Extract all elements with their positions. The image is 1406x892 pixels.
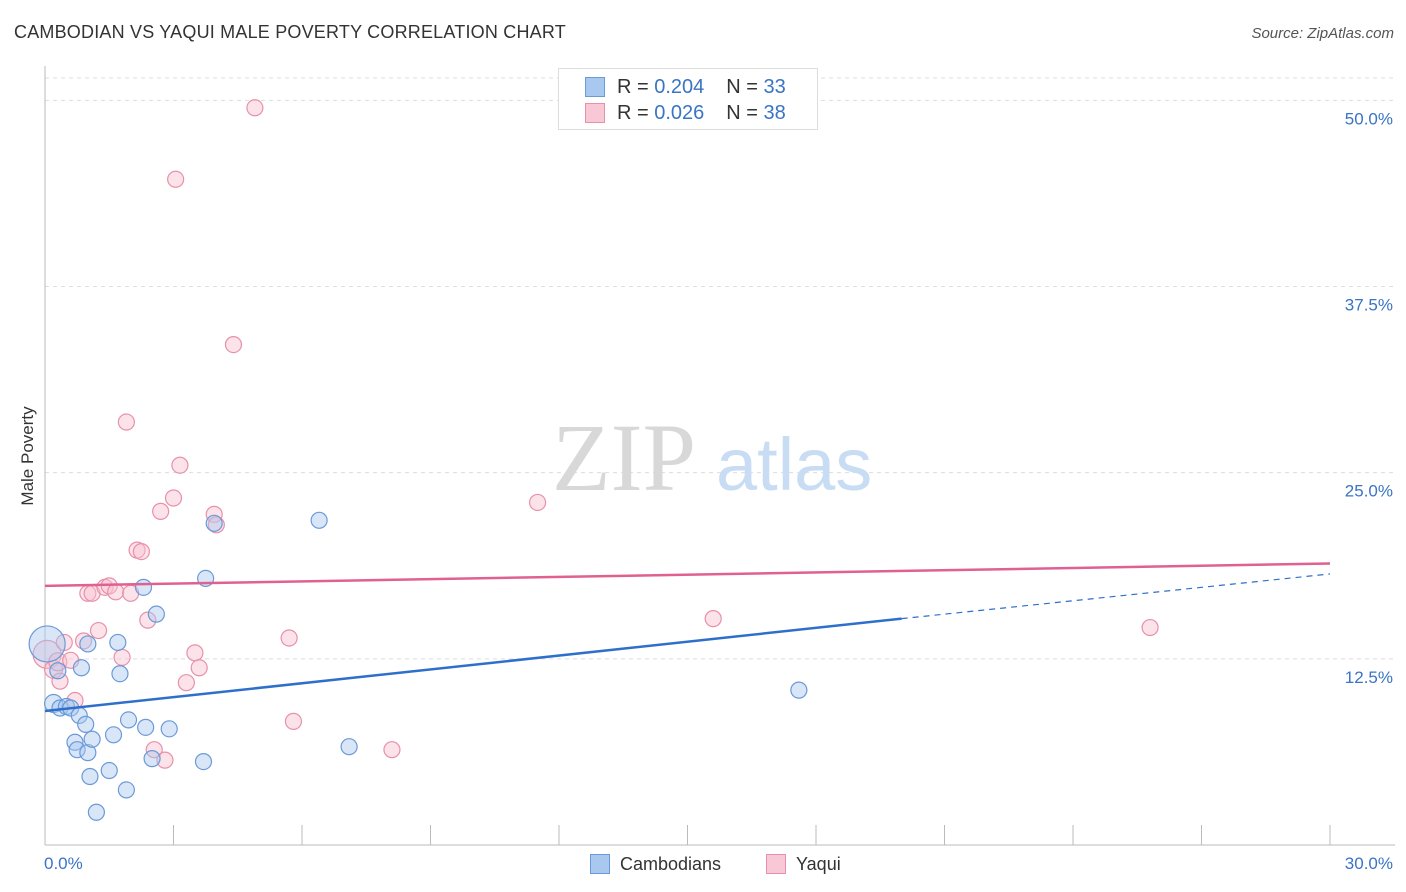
cambodian-point [79,635,97,653]
cambodian-point [194,752,213,771]
legend-n-value-yaqui: 38 [763,101,786,124]
watermark: ZIP atlas [552,404,872,511]
cambodian-point [109,633,127,652]
bottom-legend-yaqui: Yaqui [766,852,841,876]
cambodian-point [111,665,129,683]
legend-row-yaqui: R = 0.026 N = 38 [585,101,786,125]
yaqui-point [167,170,185,188]
cambodian-point [137,718,155,736]
cambodian-point [790,681,808,699]
yaqui-point [107,583,125,601]
cambodian-point [119,711,138,729]
cambodian-point [340,738,358,756]
yaqui-point [139,611,157,629]
yaqui-point [528,493,547,512]
bottom-legend-swatch-blue [590,854,610,874]
legend-n-value-cambodians: 33 [763,75,786,98]
cambodian-point [72,659,91,677]
data-points [28,99,1159,821]
x-tick-label-start: 0.0% [44,854,83,873]
cambodian-point [49,662,67,680]
cambodian-point [87,803,106,821]
yaqui-point [246,99,264,117]
yaqui-point [51,672,69,690]
legend-r-value-yaqui: 0.026 [654,101,705,124]
yaqui-point [280,629,298,647]
yaqui-point [284,712,303,730]
y-tick-label: 25.0% [1345,482,1393,501]
trend-lines [44,562,1331,713]
legend-swatch-blue [585,77,605,97]
correlation-legend: R = 0.204 N = 33 R = 0.026 N = 38 [558,68,818,130]
yaqui-point [152,502,170,520]
cambodian-point [79,744,97,762]
yaqui-point [205,505,223,523]
bottom-legend-cambodians: Cambodians [590,852,721,876]
legend-r-label: R = [617,101,649,124]
yaqui-point [224,335,243,354]
legend-r-value-cambodians: 0.204 [654,75,705,98]
chart-title: CAMBODIAN VS YAQUI MALE POVERTY CORRELAT… [14,22,566,42]
yaqui-trend-line [44,562,1331,588]
cambodian-point [68,741,86,759]
x-tick-label-end: 30.0% [1345,854,1393,873]
watermark-atlas: atlas [716,423,872,506]
yaqui-point [704,610,722,628]
cambodian-point [28,625,66,663]
cambodian-point [160,720,178,738]
y-axis-label: Male Poverty [18,406,37,506]
cambodian-trend-line [44,617,902,713]
cambodian-point [104,726,123,744]
legend-row-cambodians: R = 0.204 N = 33 [585,75,786,99]
yaqui-point [113,648,131,666]
cambodian-point [134,578,153,596]
yaqui-point [89,621,108,640]
yaqui-point [117,413,135,431]
cambodian-point [83,730,101,748]
yaqui-point [190,659,208,677]
cambodian-trend-extension [901,573,1331,620]
yaqui-point [177,674,195,692]
legend-n-label: N = [726,75,758,98]
cambodian-point [100,761,118,780]
source-label: Source: ZipAtlas.com [1251,25,1394,42]
legend-swatch-pink [585,103,605,123]
y-tick-label: 50.0% [1345,109,1393,128]
grid-lines [45,77,1395,660]
bottom-legend-label-yaqui: Yaqui [796,853,841,874]
bottom-legend-swatch-pink [766,854,786,874]
yaqui-point [1141,618,1159,637]
legend-n-label: N = [726,101,758,124]
axes: 12.5% 25.0% 37.5% 50.0% 0.0% 30.0% [44,66,1395,873]
watermark-zip: ZIP [552,404,696,511]
y-tick-label: 12.5% [1345,668,1393,687]
cambodian-point [117,781,135,799]
yaqui-point [186,644,204,662]
yaqui-point [132,543,150,561]
cambodian-point [310,511,328,529]
legend-r-label: R = [617,75,649,98]
cambodian-point [143,750,161,768]
yaqui-point [164,489,183,507]
y-tick-label: 37.5% [1345,296,1393,315]
bottom-legend-label-cambodians: Cambodians [620,853,722,874]
yaqui-point [171,456,189,474]
cambodian-point [81,767,99,786]
yaqui-point [383,741,401,759]
cambodian-point [77,715,95,733]
cambodian-point [147,605,165,623]
cambodian-point [205,514,223,532]
yaqui-point [156,751,174,769]
